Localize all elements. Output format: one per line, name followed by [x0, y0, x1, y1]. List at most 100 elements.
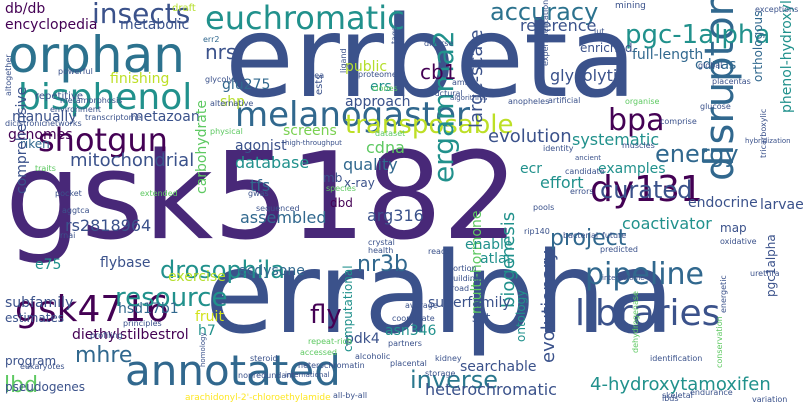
cloud-word: orphan [8, 26, 185, 84]
cloud-word: libraries [575, 293, 721, 334]
cloud-word: broad [446, 284, 470, 293]
cloud-word: alternative [210, 99, 254, 108]
cloud-word: portion [448, 264, 477, 273]
cloud-word: estimates [5, 311, 65, 325]
cloud-word: carbohydrate [194, 100, 210, 194]
cloud-word: gsk5182 [5, 128, 519, 267]
cloud-word: arachidonyl-2'-chloroethylamide [185, 393, 331, 403]
cloud-word: mitochondrial [70, 150, 195, 171]
cloud-word: interactome [602, 274, 645, 282]
cloud-word: muscles [622, 141, 655, 150]
cloud-word: pgc-1alpha [625, 20, 771, 50]
cloud-word: urethra [750, 269, 780, 278]
cloud-word: repeat-rich [308, 337, 352, 346]
cloud-word: ers [370, 79, 392, 95]
cloud-word: transcriptome [85, 113, 142, 122]
cloud-word: encyclopedia [5, 17, 98, 33]
cloud-word: accuracy [490, 0, 599, 26]
cloud-word: species [326, 184, 356, 193]
cloud-word: metabolic [120, 17, 190, 33]
cloud-word: exercise [168, 269, 226, 285]
cloud-word: asn346 [385, 323, 437, 339]
cloud-word: alcoholic [355, 352, 391, 361]
cloud-word: global [698, 61, 723, 70]
cloud-word: principles [123, 319, 162, 328]
cloud-word: predicted [600, 245, 638, 254]
cloud-word: physical [210, 127, 243, 136]
cloud-word: atlas [480, 251, 514, 267]
cloud-word: database [235, 153, 310, 172]
cloud-word: pseudogenes [5, 380, 86, 394]
cloud-word: future [602, 231, 627, 240]
cloud-word: artificial [548, 96, 581, 105]
cloud-word: rs2818964 [65, 216, 152, 235]
cloud-word: dicistronic [5, 119, 46, 128]
cloud-word: insects [92, 0, 191, 30]
cloud-word: errors [570, 187, 594, 196]
cloud-word: organise [625, 97, 660, 106]
cloud-word: gsk4716 [15, 289, 170, 330]
cloud-word: superfamily [428, 295, 511, 311]
cloud-word: health [368, 246, 394, 255]
cloud-word: oxidative [720, 237, 757, 246]
cloud-word: structural [424, 89, 463, 98]
cloud-word: enriched [580, 41, 633, 55]
cloud-word: coordinate [392, 314, 435, 323]
cloud-word: flybase [100, 255, 151, 271]
cloud-word: euchromatic [205, 0, 405, 37]
cloud-word: err2 [203, 35, 220, 44]
cloud-word: melanogaster [235, 95, 471, 135]
cloud-word: enable [465, 237, 513, 253]
cloud-word: metazoan [130, 109, 200, 125]
cloud-word: dy131 [590, 169, 703, 210]
cloud-word: coactivator [622, 214, 712, 233]
cloud-word: program [5, 354, 57, 368]
cloud-word: lut [594, 27, 605, 36]
cloud-word: profiling [90, 331, 123, 340]
cloud-word: amish [452, 78, 477, 87]
cloud-word: reference [520, 16, 597, 35]
cloud-word: erralpha [205, 229, 675, 359]
cloud-word: powerful [58, 67, 93, 76]
cloud-word: metamorphosis [60, 96, 123, 105]
cloud-word: searchable [460, 359, 537, 375]
cloud-word: gwas [248, 189, 269, 198]
cloud-word: ecr [520, 161, 543, 177]
cloud-word: kidney [435, 354, 462, 363]
cloud-word: storage [425, 369, 456, 378]
cloud-word: identity [543, 144, 574, 153]
cloud-word: endurance [690, 388, 733, 397]
cloud-word: nr3b [357, 252, 408, 277]
cloud-word: annotated [125, 346, 341, 395]
cloud-word: average [405, 301, 438, 310]
cloud-word: comprise [660, 117, 697, 126]
cloud-word: shotgun [38, 121, 168, 159]
cloud-word: errbeta [225, 0, 637, 123]
cloud-word: examples [598, 161, 666, 177]
cloud-word: project [550, 226, 627, 251]
cloud-word: finishing [110, 71, 170, 87]
cloud-word: exceptions [755, 5, 799, 14]
cloud-word: variation [752, 395, 788, 404]
cloud-word: hsd17b1 [118, 301, 179, 317]
cloud-word: energetic [719, 275, 728, 313]
cloud-word: experimentation [541, 0, 550, 67]
cloud-word: shp [220, 94, 246, 110]
cloud-word: systematic [572, 130, 660, 149]
cloud-word: x-ray [344, 176, 375, 190]
cloud-word: accessed [300, 348, 337, 357]
cloud-word: tricarboxylic [759, 108, 768, 158]
cloud-word: reads [428, 247, 451, 256]
cloud-word: all-by-all [333, 391, 368, 400]
cloud-word: traits [35, 164, 56, 173]
cloud-word: larvae [760, 197, 804, 213]
cloud-word: glycolysis [205, 75, 244, 84]
cloud-word: quality [343, 155, 398, 174]
cloud-word: manually [12, 109, 77, 125]
cloud-word: e75 [35, 257, 62, 273]
cloud-word: networks [45, 119, 82, 128]
cloud-word: transposable [345, 110, 514, 140]
cloud-word: endocrine [688, 195, 758, 211]
cloud-word: dehydrogenase [631, 291, 640, 353]
cloud-word: hybridization [745, 137, 791, 145]
